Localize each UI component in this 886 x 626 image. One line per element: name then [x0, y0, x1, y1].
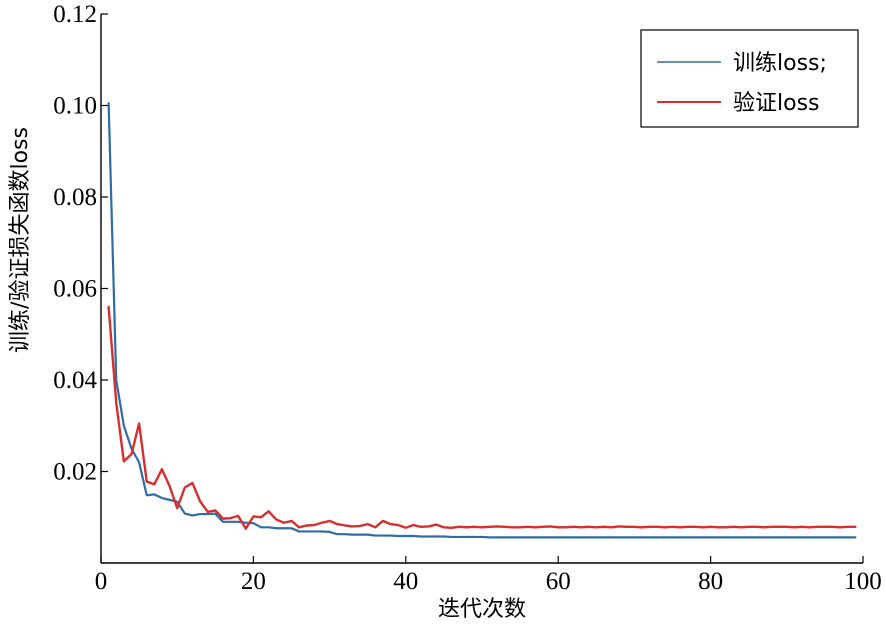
x-tick-label: 80	[698, 568, 723, 595]
y-tick-label: 0.06	[53, 276, 97, 303]
series-line-val	[107, 305, 857, 530]
y-tick-label: 0.04	[53, 367, 97, 394]
x-tick-label: 20	[241, 568, 266, 595]
series-layer	[107, 102, 857, 539]
y-ticks: 0.12 0.10 0.08 0.06 0.04 0.02	[53, 1, 108, 486]
x-tick-label: 0	[95, 568, 108, 595]
x-ticks: 0 20 40 60 80 100	[95, 556, 882, 595]
legend: 训练loss; 验证loss	[640, 29, 859, 128]
legend-label-val: 验证loss	[733, 91, 820, 116]
y-tick-label: 0.10	[53, 93, 97, 120]
y-tick-label: 0.02	[53, 459, 97, 486]
y-axis-label: 训练/验证损失函数loss	[8, 127, 33, 353]
x-tick-label: 100	[844, 568, 882, 595]
x-tick-label: 40	[393, 568, 418, 595]
x-axis-label: 迭代次数	[438, 597, 526, 622]
y-tick-label: 0.12	[53, 1, 97, 28]
x-tick-label: 60	[546, 568, 571, 595]
legend-label-train: 训练loss;	[733, 51, 827, 76]
legend-box	[640, 29, 859, 128]
y-tick-label: 0.08	[53, 184, 97, 211]
series-line-train	[107, 102, 857, 539]
